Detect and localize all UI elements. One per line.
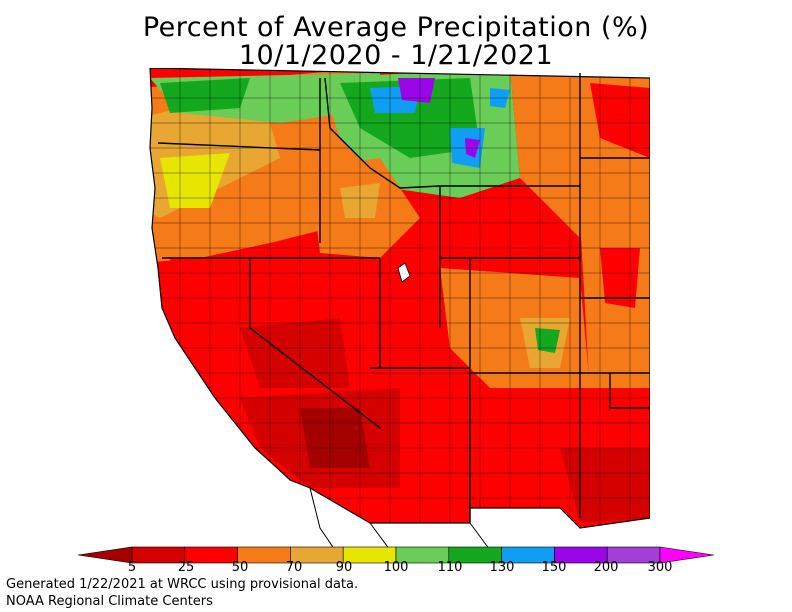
legend-tick: 200 xyxy=(593,560,619,575)
county-lines xyxy=(150,68,650,528)
color-legend xyxy=(78,546,714,564)
source-credit: NOAA Regional Climate Centers xyxy=(6,594,213,609)
state-boundaries xyxy=(157,73,650,523)
legend-tick: 300 xyxy=(647,560,673,575)
legend-tick: 70 xyxy=(285,560,303,575)
legend-tick: 100 xyxy=(383,560,409,575)
map-date-range: 10/1/2020 - 1/21/2021 xyxy=(238,40,554,71)
legend-tick: 150 xyxy=(541,560,567,575)
legend-tick: 50 xyxy=(231,560,249,575)
generated-note: Generated 1/22/2021 at WRCC using provis… xyxy=(6,577,359,592)
legend-tick: 5 xyxy=(127,560,137,575)
legend-tick: 90 xyxy=(335,560,353,575)
legend-arrow-high xyxy=(659,546,714,564)
mexico-outline xyxy=(309,487,491,550)
legend-tick: 130 xyxy=(489,560,515,575)
legend-tick: 110 xyxy=(437,560,463,575)
precip-fill xyxy=(150,68,650,528)
legend-ticks: 5 25 50 70 90 100 110 130 150 200 300 xyxy=(0,560,792,578)
legend-swatches xyxy=(131,546,661,564)
precipitation-map xyxy=(149,68,650,550)
map-title: Percent of Average Precipitation (%) xyxy=(142,12,650,43)
great-salt-lake xyxy=(397,262,411,283)
legend-tick: 25 xyxy=(177,560,195,575)
